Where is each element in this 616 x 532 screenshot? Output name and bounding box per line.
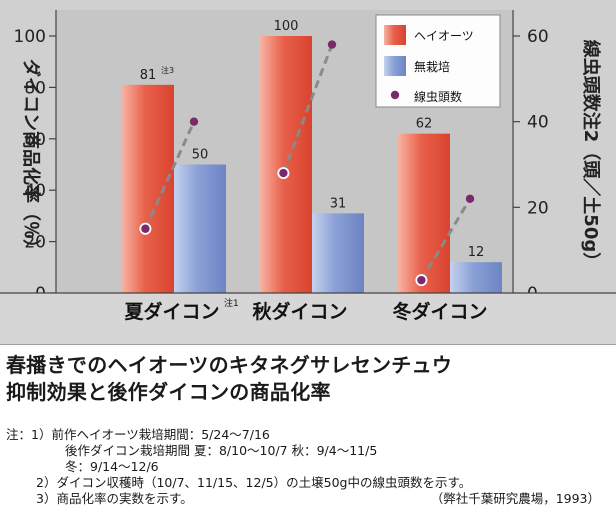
bar: [398, 133, 450, 293]
category-superscript: 注1: [224, 297, 239, 309]
caption-title-line2: 抑制効果と後作ダイコンの商品化率: [6, 380, 331, 404]
nematode-point: [465, 194, 475, 203]
bar-value-label: 62: [416, 117, 433, 132]
y-tick-label: 60: [24, 130, 46, 150]
bar-value-label: 31: [330, 196, 347, 211]
note-text: 後作ダイコン栽培期間 夏：8/10〜10/7 秋：9/4〜11/5: [65, 443, 378, 458]
y-tick-label: 100: [14, 27, 46, 47]
y-tick-label: 80: [24, 78, 46, 98]
note-text: 商品化率の実数を示す。: [56, 491, 193, 506]
bar: [260, 36, 312, 293]
category-band: [0, 293, 616, 345]
note-number: 2）: [36, 475, 57, 490]
note-text: ダイコン収穫時（10/7、11/15、12/5）の土壌50g中の線虫頭数を示す。: [56, 475, 472, 490]
legend-marker-nematode: [390, 90, 400, 100]
source-credit: （弊社千葉研究農場，1993）: [430, 491, 600, 506]
y-tick-label: 20: [24, 233, 46, 253]
note-number: 3）: [36, 491, 57, 506]
bar-value-label: 100: [274, 19, 299, 34]
nematode-point: [327, 40, 337, 49]
y-axis-label: ダイコン商品化率（％）: [20, 59, 42, 257]
note-3: 3）商品化率の実数を示す。 （弊社千葉研究農場，1993）: [6, 491, 612, 507]
legend-swatch-hayoats: [384, 25, 406, 45]
category-label: 冬ダイコン: [392, 300, 487, 323]
notes: 注：1）前作ヘイオーツ栽培期間：5/24〜7/16 後作ダイコン栽培期間 夏：8…: [6, 427, 612, 507]
legend-label: 線虫頭数: [414, 89, 462, 104]
bar: [312, 213, 364, 293]
bar: [174, 164, 226, 293]
note-number: 1）: [31, 427, 52, 442]
legend-label: 無栽培: [414, 59, 450, 74]
y2-axis-label: 線虫頭数注2（頭／土50g）: [580, 40, 602, 270]
note-text: 冬：9/14〜12/6: [65, 459, 159, 474]
nematode-point: [279, 168, 288, 178]
y2-tick-label: 40: [527, 113, 549, 133]
note-2: 2）ダイコン収穫時（10/7、11/15、12/5）の土壌50g中の線虫頭数を示…: [6, 475, 612, 491]
note-1-line3: 冬：9/14〜12/6: [6, 459, 612, 475]
category-label: 秋ダイコン: [252, 300, 347, 323]
bar-value-label: 12: [468, 245, 485, 260]
bar-value-label: 50: [192, 148, 209, 163]
bar: [450, 262, 502, 293]
nematode-point: [189, 117, 199, 126]
nematode-point: [417, 275, 426, 285]
nematode-line: [420, 197, 472, 281]
figure-caption: 春播きでのヘイオーツのキタネグサレセンチュウ 抑制効果と後作ダイコンの商品化率: [6, 352, 612, 406]
note-1-line2: 後作ダイコン栽培期間 夏：8/10〜10/7 秋：9/4〜11/5: [6, 443, 612, 459]
y-tick-label: 40: [24, 181, 46, 201]
category-label: 夏ダイコン: [124, 300, 219, 323]
nematode-point: [141, 224, 150, 233]
note-1: 注：1）前作ヘイオーツ栽培期間：5/24〜7/16: [6, 427, 612, 443]
nematode-line: [144, 121, 196, 230]
legend-swatch-nocrop: [384, 56, 406, 76]
y2-tick-label: 20: [527, 198, 549, 218]
y2-tick-label: 60: [527, 27, 549, 47]
nematode-line: [281, 44, 334, 174]
bar-value-label: 81: [140, 68, 157, 83]
bar-label-superscript: 注3: [161, 65, 174, 75]
note-text: 前作ヘイオーツ栽培期間：5/24〜7/16: [51, 427, 270, 442]
legend-label: ヘイオーツ: [414, 29, 474, 43]
notes-prefix: 注：: [6, 427, 32, 442]
bar: [122, 84, 174, 293]
caption-title-line1: 春播きでのヘイオーツのキタネグサレセンチュウ: [6, 353, 453, 377]
